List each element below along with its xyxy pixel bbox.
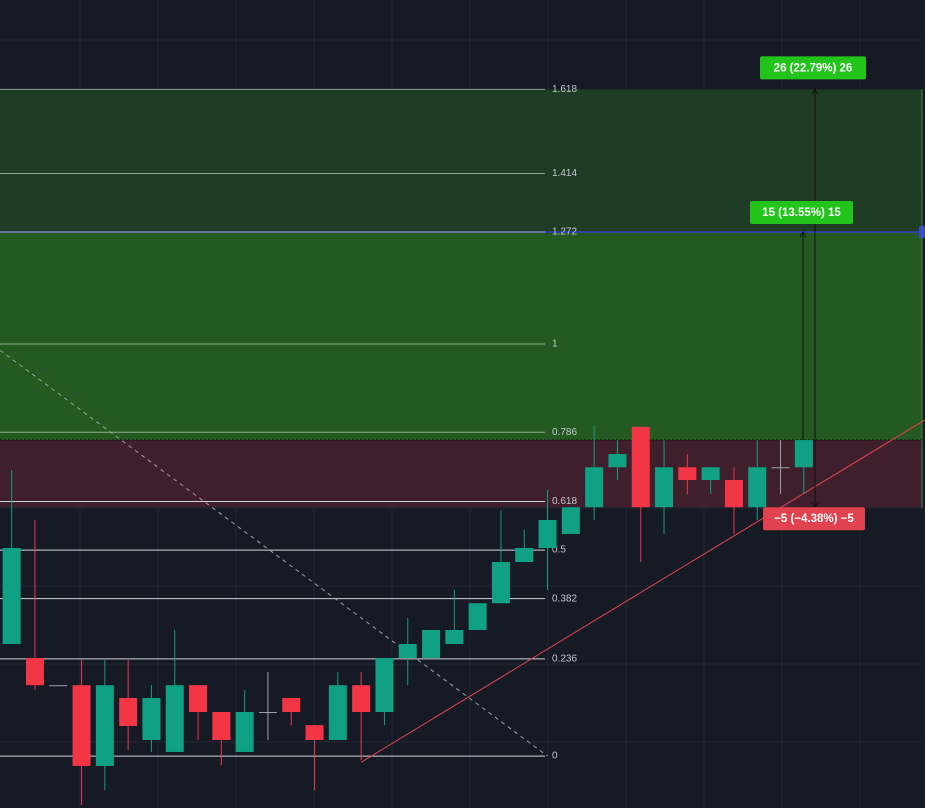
candle-body [305,725,324,741]
candle-body [468,603,487,631]
candle-body [608,454,627,468]
candle-body [189,685,208,712]
candle-body [235,711,254,752]
candle-body [165,685,184,752]
candle-body [515,548,534,563]
candle-body [119,697,138,727]
candle-body [794,440,813,468]
candle-body [678,467,697,481]
stop-zone [0,440,922,508]
candle-body [328,685,347,741]
position-label: −5 (−4.38%) −5 [774,513,854,525]
position-label: 15 (13.55%) 15 [762,207,841,219]
candle-body [538,519,557,549]
position-tag [763,507,865,531]
candles [2,425,813,806]
candle-body [282,697,301,712]
fib-label: 0.618 [552,496,577,507]
fib-label: 1 [552,339,558,350]
candle-body [49,685,68,687]
arrow-head [811,88,819,95]
fib-levels: 0 0.236 0.382 0.5 0.618 0.786 1 1.272 1.414 1.618 [0,84,577,762]
candle-body [561,507,580,534]
candle-body [72,685,91,766]
candle-body [724,480,743,508]
candle-body [655,467,674,508]
candle-body [258,711,277,713]
candle-body [748,467,767,508]
candle-body [25,658,44,686]
candle-body [445,630,464,645]
position-tag [750,200,853,224]
fib-label: 1.272 [552,227,577,238]
candle-body [771,467,790,469]
candle-body [212,711,231,741]
candle-body [375,658,394,712]
fib-label: 0 [552,751,558,762]
position-tool: 26 (22.79%) 26 15 (13.55%) 15 −5 (−4.38%) … [750,56,866,531]
arrow-head [799,231,807,238]
candle-body [352,685,371,712]
fib-label: 0.382 [552,593,577,604]
candle-body [631,426,650,508]
fib-label: 1.618 [552,84,577,95]
position-label: 26 (22.79%) 26 [774,62,853,74]
candle-body [2,548,21,645]
candle-body [585,467,604,508]
candle-body [142,697,161,741]
candle-body [422,630,441,659]
fib-label: 0.236 [552,653,577,664]
candle-body [398,644,417,659]
fib-label: 0.5 [552,545,566,556]
fib-label: 1.414 [552,168,577,179]
candle-body [95,685,114,766]
candle-body [701,467,720,481]
fib-label: 0.786 [552,427,577,438]
trend-line [360,419,925,763]
position-zones [0,89,925,508]
trend-lines [0,349,925,763]
position-tag [760,56,866,80]
candle-body [491,562,510,604]
target-zone [0,231,922,441]
trend-line [0,349,548,757]
